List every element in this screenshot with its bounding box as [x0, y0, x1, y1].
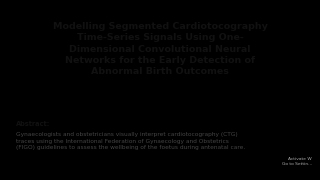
Text: Modelling Segmented Cardiotocography
Time-Series Signals Using One-
Dimensional : Modelling Segmented Cardiotocography Tim… — [52, 22, 268, 76]
Text: Activate W
Go to Settin...: Activate W Go to Settin... — [282, 157, 312, 166]
Text: Abstract:: Abstract: — [16, 122, 50, 127]
Text: Gynaecologists and obstetricians visually interpret cardiotocography (CTG)
trace: Gynaecologists and obstetricians visuall… — [16, 132, 245, 150]
